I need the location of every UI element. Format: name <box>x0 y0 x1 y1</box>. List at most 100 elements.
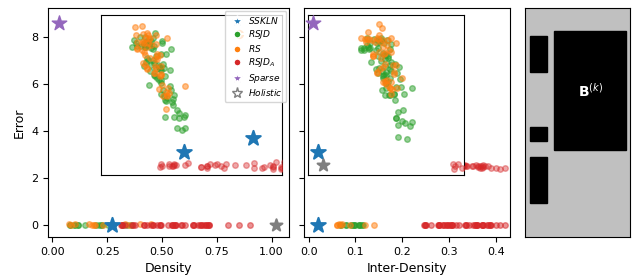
Point <box>127 99 137 104</box>
Point <box>375 100 385 105</box>
Point <box>371 100 381 105</box>
Point <box>140 124 150 129</box>
Point <box>65 222 76 227</box>
Point <box>444 223 454 228</box>
Point <box>196 223 206 227</box>
Point <box>424 165 434 170</box>
Point <box>382 129 392 133</box>
Point <box>136 119 146 123</box>
Point <box>396 142 406 146</box>
Point <box>129 105 139 109</box>
Point <box>387 114 397 118</box>
Point <box>131 103 141 107</box>
Point <box>371 105 381 109</box>
Point <box>127 106 138 111</box>
Point <box>380 117 390 122</box>
Point <box>132 104 142 108</box>
Point <box>373 109 383 114</box>
Point <box>136 121 147 126</box>
Point <box>388 150 398 154</box>
Point <box>445 163 456 168</box>
Point <box>383 107 394 111</box>
Point <box>381 101 391 105</box>
Point <box>167 223 177 227</box>
Point <box>442 223 452 227</box>
Point <box>376 93 387 98</box>
Point <box>372 105 382 110</box>
Point <box>138 108 148 112</box>
Point <box>378 116 388 120</box>
Point <box>434 164 444 169</box>
Point <box>157 165 168 169</box>
Point <box>450 165 460 169</box>
Point <box>472 223 483 227</box>
Point <box>376 107 387 111</box>
Point <box>390 142 400 146</box>
Point <box>500 223 510 228</box>
Point <box>380 103 390 107</box>
Point <box>356 223 367 227</box>
Point <box>136 114 147 119</box>
Point <box>136 115 146 119</box>
Point <box>179 165 189 170</box>
Text: $\mathbf{B}^{(k)}$: $\mathbf{B}^{(k)}$ <box>578 82 603 100</box>
Bar <box>554 31 626 150</box>
Point <box>72 222 83 227</box>
Point <box>378 95 388 100</box>
Point <box>378 112 388 116</box>
Point <box>426 165 436 170</box>
Point <box>138 131 148 136</box>
Point <box>389 125 399 129</box>
Point <box>438 223 449 227</box>
Point <box>394 144 404 149</box>
Point <box>129 104 139 108</box>
Point <box>470 223 481 228</box>
Point <box>447 223 457 227</box>
Point <box>366 100 376 104</box>
Point <box>420 223 430 228</box>
Point <box>376 102 386 107</box>
Point <box>125 102 135 107</box>
Point <box>421 223 431 228</box>
Point <box>360 223 370 228</box>
Legend: $SSKLN$, $RSJD$, $RS$, $RSJD_A$, $Sparse$, $Holistic$: $SSKLN$, $RSJD$, $RS$, $RSJD_A$, $Sparse… <box>225 11 287 102</box>
Point <box>152 223 162 227</box>
Point <box>136 109 146 113</box>
Point <box>473 165 483 169</box>
Point <box>378 102 388 107</box>
Point <box>482 223 492 227</box>
Point <box>108 223 118 227</box>
Point <box>379 122 389 126</box>
Point <box>426 223 436 227</box>
Point <box>128 107 138 111</box>
Point <box>129 114 139 119</box>
Point <box>379 101 389 106</box>
Point <box>386 140 396 145</box>
Point <box>132 100 143 104</box>
Point <box>266 167 276 172</box>
Point <box>189 162 200 167</box>
Point <box>380 122 390 127</box>
Point <box>308 20 318 25</box>
Point <box>383 120 393 124</box>
Point <box>135 121 145 126</box>
Point <box>90 223 100 227</box>
Point <box>108 223 118 227</box>
Point <box>147 145 157 150</box>
Point <box>198 164 209 168</box>
Point <box>135 126 145 130</box>
Point <box>386 102 396 107</box>
Point <box>376 109 386 114</box>
Point <box>132 105 142 110</box>
Point <box>137 126 147 131</box>
Point <box>378 101 388 105</box>
Point <box>375 116 385 120</box>
Point <box>341 222 351 227</box>
Point <box>379 105 389 109</box>
Point <box>379 119 389 123</box>
Point <box>378 116 388 121</box>
Point <box>378 110 388 115</box>
Point <box>459 163 469 168</box>
Point <box>383 125 394 130</box>
Point <box>143 164 154 168</box>
